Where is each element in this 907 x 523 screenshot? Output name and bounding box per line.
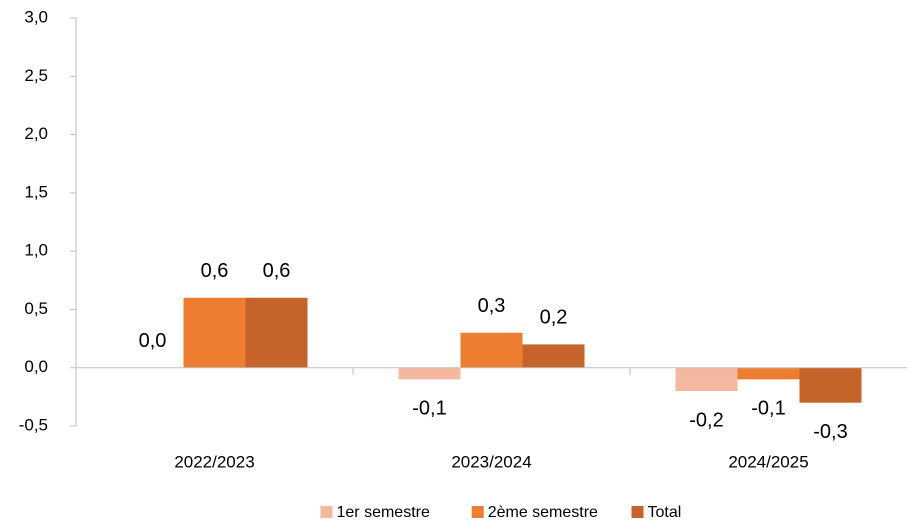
data-label: 0,0 — [139, 330, 167, 352]
data-label: 0,6 — [263, 260, 291, 282]
y-tick-label: 0,5 — [24, 299, 48, 318]
legend-label: 1er semestre — [337, 504, 430, 521]
bar — [675, 367, 738, 392]
bar — [183, 297, 246, 368]
x-tick-label: 2022/2023 — [174, 452, 254, 471]
y-tick-label: 0,0 — [24, 357, 48, 376]
bar — [460, 332, 523, 368]
data-label: 0,3 — [478, 295, 506, 317]
y-tick-label: 1,5 — [24, 182, 48, 201]
data-label: 0,2 — [540, 307, 568, 329]
x-tick-label: 2023/2024 — [451, 452, 531, 471]
bar — [799, 367, 862, 403]
x-tick-label: 2024/2025 — [728, 452, 808, 471]
bar — [398, 367, 461, 380]
data-label: -0,2 — [689, 409, 723, 431]
bar — [245, 297, 308, 368]
data-label: -0,1 — [751, 398, 785, 420]
data-label: 0,6 — [201, 260, 229, 282]
bar — [522, 344, 585, 368]
y-tick-label: 2,5 — [24, 66, 48, 85]
legend-label: Total — [648, 504, 682, 521]
y-tick-label: 3,0 — [24, 7, 48, 26]
legend-swatch — [471, 506, 484, 518]
bar — [737, 367, 800, 380]
y-tick-label: 2,0 — [24, 124, 48, 143]
data-label: -0,1 — [412, 398, 446, 420]
data-label: -0,3 — [813, 421, 847, 443]
y-tick-label: 1,0 — [24, 241, 48, 260]
legend-swatch — [631, 506, 644, 518]
legend-swatch — [320, 506, 333, 518]
legend-label: 2ème semestre — [488, 504, 598, 521]
y-tick-label: -0,5 — [19, 415, 48, 434]
